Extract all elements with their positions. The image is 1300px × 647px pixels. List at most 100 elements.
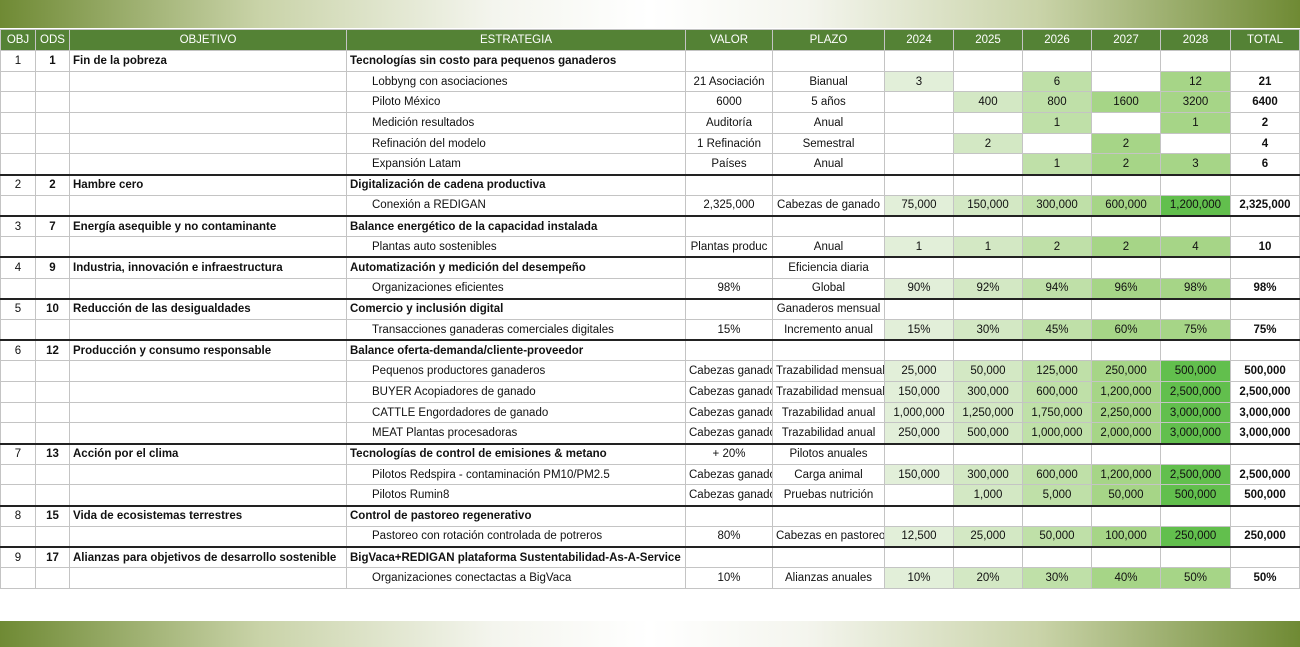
cell: 1 bbox=[0, 50, 36, 72]
cell: 25,000 bbox=[884, 360, 954, 382]
cell: Tecnologías sin costo para pequenos gana… bbox=[346, 50, 686, 72]
cell bbox=[0, 153, 36, 176]
cell: 12 bbox=[35, 339, 70, 362]
cell bbox=[35, 91, 70, 114]
top-band bbox=[0, 0, 1300, 28]
cell bbox=[69, 567, 347, 589]
cell bbox=[685, 50, 773, 72]
cell bbox=[953, 215, 1023, 238]
cell: Expansión Latam bbox=[346, 153, 686, 176]
cell: Transacciones ganaderas comerciales digi… bbox=[346, 318, 686, 341]
cell: 300,000 bbox=[953, 463, 1023, 486]
cell: Alianzas para objetivos de desarrollo so… bbox=[69, 546, 347, 569]
cell bbox=[1230, 504, 1300, 527]
column-header: PLAZO bbox=[772, 29, 885, 51]
cell: Alianzas anuales bbox=[772, 567, 885, 589]
cell bbox=[69, 484, 347, 507]
cell bbox=[1091, 112, 1161, 134]
cell: Trazabilidad anual bbox=[772, 422, 885, 445]
cell: 6 bbox=[1230, 153, 1300, 176]
cell bbox=[69, 277, 347, 300]
column-header: 2025 bbox=[953, 29, 1023, 51]
cell bbox=[1022, 215, 1092, 238]
cell: Pruebas nutrición bbox=[772, 484, 885, 507]
cell bbox=[1160, 297, 1231, 320]
cell: 15% bbox=[685, 318, 773, 341]
cell: Anual bbox=[772, 236, 885, 258]
detail-row: MEAT Plantas procesadoras Cabezas ganado T… bbox=[0, 422, 1300, 445]
cell: Organizaciones eficientes bbox=[346, 277, 686, 300]
cell bbox=[1160, 442, 1231, 465]
cell bbox=[685, 546, 773, 569]
detail-row: Medición resultados Auditoría Anual 1 1 2 bbox=[0, 112, 1300, 134]
cell: 25,000 bbox=[953, 525, 1023, 548]
cell: 250,000 bbox=[884, 422, 954, 445]
column-header: 2026 bbox=[1022, 29, 1092, 51]
cell bbox=[1091, 256, 1161, 279]
cell: 75,000 bbox=[884, 194, 954, 217]
cell bbox=[0, 236, 36, 258]
cell bbox=[772, 339, 885, 362]
cell: 17 bbox=[35, 546, 70, 569]
header-row: OBJ ODS OBJETIVO ESTRATEGIA VALOR PLAZO 2024 20… bbox=[0, 29, 1300, 51]
cell bbox=[953, 297, 1023, 320]
cell bbox=[1160, 504, 1231, 527]
cell: 98% bbox=[1160, 277, 1231, 300]
cell: Balance energético de la capacidad insta… bbox=[346, 215, 686, 238]
cell bbox=[35, 422, 70, 445]
column-header: 2024 bbox=[884, 29, 954, 51]
cell bbox=[35, 401, 70, 424]
cell: Plantas auto sostenibles bbox=[346, 236, 686, 258]
cell: 60% bbox=[1091, 318, 1161, 341]
cell: Cabezas ganado bbox=[685, 360, 773, 382]
cell: 2 bbox=[1230, 112, 1300, 134]
cell: 1,000,000 bbox=[1022, 422, 1092, 445]
cell: 10 bbox=[35, 297, 70, 320]
cell bbox=[69, 401, 347, 424]
cell: Fin de la pobreza bbox=[69, 50, 347, 72]
cell: 1,000,000 bbox=[884, 401, 954, 424]
group-row: 4 9 Industria, innovación e infraestructur… bbox=[0, 256, 1300, 279]
cell bbox=[69, 318, 347, 341]
cell: Comercio y inclusión digital bbox=[346, 297, 686, 320]
cell bbox=[884, 297, 954, 320]
cell: 10% bbox=[884, 567, 954, 589]
cell: Refinación del modelo bbox=[346, 132, 686, 155]
column-header: 2028 bbox=[1160, 29, 1231, 51]
cell: 1 bbox=[1160, 112, 1231, 134]
cell: Eficiencia diaria bbox=[772, 256, 885, 279]
cell: 4 bbox=[1160, 236, 1231, 258]
cell: Bianual bbox=[772, 70, 885, 93]
cell bbox=[0, 422, 36, 445]
cell bbox=[685, 173, 773, 196]
group-row: 9 17 Alianzas para objetivos de desarrollo… bbox=[0, 546, 1300, 569]
cell: Auditoría bbox=[685, 112, 773, 134]
cell: Cabezas de ganado bbox=[772, 194, 885, 217]
cell bbox=[884, 504, 954, 527]
cell bbox=[953, 173, 1023, 196]
cell bbox=[1230, 256, 1300, 279]
table-body: 1 1 Fin de la pobreza Tecnologías sin costo… bbox=[0, 50, 1300, 589]
cell: 13 bbox=[35, 442, 70, 465]
cell bbox=[953, 153, 1023, 176]
cell: 2,500,000 bbox=[1160, 381, 1231, 403]
cell bbox=[685, 215, 773, 238]
cell bbox=[35, 112, 70, 134]
cell bbox=[0, 132, 36, 155]
cell: 500,000 bbox=[1230, 360, 1300, 382]
cell: 75% bbox=[1160, 318, 1231, 341]
detail-row: Conexión a REDIGAN 2,325,000 Cabezas de ga… bbox=[0, 194, 1300, 217]
cell bbox=[69, 463, 347, 486]
cell bbox=[0, 91, 36, 114]
cell: 300,000 bbox=[1022, 194, 1092, 217]
cell: Medición resultados bbox=[346, 112, 686, 134]
cell: Anual bbox=[772, 112, 885, 134]
cell: 400 bbox=[953, 91, 1023, 114]
detail-row: Pilotos Rumin8 Cabezas ganado Pruebas nutr… bbox=[0, 484, 1300, 507]
cell: Cabezas ganado bbox=[685, 381, 773, 403]
cell bbox=[1091, 70, 1161, 93]
cell: 10 bbox=[1230, 236, 1300, 258]
cell: 75% bbox=[1230, 318, 1300, 341]
cell bbox=[1022, 173, 1092, 196]
cell: Trazabilidad mensual bbox=[772, 360, 885, 382]
